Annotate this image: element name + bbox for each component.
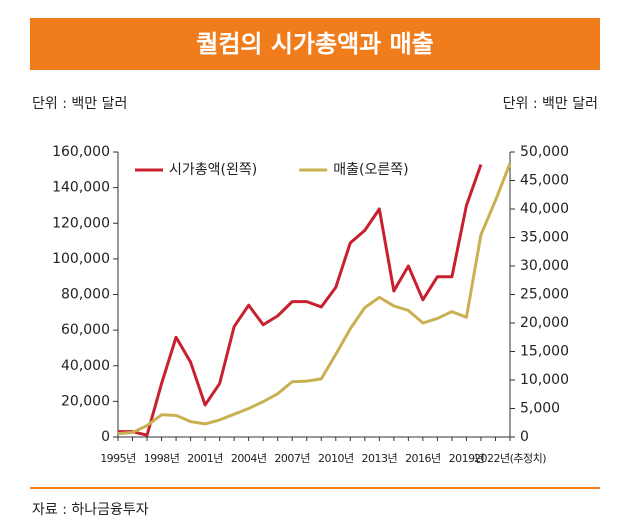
y2-tick-label: 25,000 [520, 287, 569, 303]
x-tick-label: 2022년(추정치) [474, 452, 546, 465]
source: 자료 : 하나금융투자 [32, 502, 149, 518]
x-tick-label: 1995년 [100, 452, 136, 465]
x-tick-label: 2004년 [231, 452, 267, 465]
y-tick-label: 80,000 [61, 287, 110, 303]
y2-tick-label: 45,000 [520, 173, 569, 189]
x-tick-label: 1998년 [144, 452, 180, 465]
left-unit: 단위 : 백만 달러 [32, 96, 127, 112]
y2-tick-label: 20,000 [520, 315, 569, 331]
right-unit: 단위 : 백만 달러 [503, 96, 598, 112]
legend-label: 매출(오른쪽) [333, 162, 408, 178]
y2-tick-label: 5,000 [520, 401, 560, 417]
legend-label: 시가총액(왼쪽) [169, 162, 257, 178]
x-tick-label: 2001년 [187, 452, 223, 465]
x-tick-label: 2013년 [362, 452, 398, 465]
y2-tick-label: 50,000 [520, 144, 569, 160]
y2-tick-label: 40,000 [520, 201, 569, 217]
y2-tick-label: 15,000 [520, 344, 569, 360]
x-tick-label: 2010년 [318, 452, 354, 465]
y2-tick-label: 0 [520, 429, 529, 445]
y-tick-label: 100,000 [52, 251, 110, 267]
y-tick-label: 0 [101, 429, 110, 445]
series-line [118, 163, 483, 437]
y-tick-label: 60,000 [61, 322, 110, 338]
x-tick-label: 2019년 [449, 452, 485, 465]
y-tick-label: 140,000 [52, 180, 110, 196]
y2-tick-label: 35,000 [520, 230, 569, 246]
series-line [117, 162, 512, 436]
chart-title: 퀄컴의 시가총액과 매출 [196, 30, 434, 58]
y-tick-label: 40,000 [61, 358, 110, 374]
title-banner [30, 18, 600, 70]
x-tick-label: 2016년 [405, 452, 441, 465]
x-tick-label: 2007년 [274, 452, 310, 465]
y2-tick-label: 10,000 [520, 372, 569, 388]
y-tick-label: 20,000 [61, 393, 110, 409]
y-tick-label: 160,000 [52, 144, 110, 160]
y-tick-label: 120,000 [52, 215, 110, 231]
y2-tick-label: 30,000 [520, 258, 569, 274]
